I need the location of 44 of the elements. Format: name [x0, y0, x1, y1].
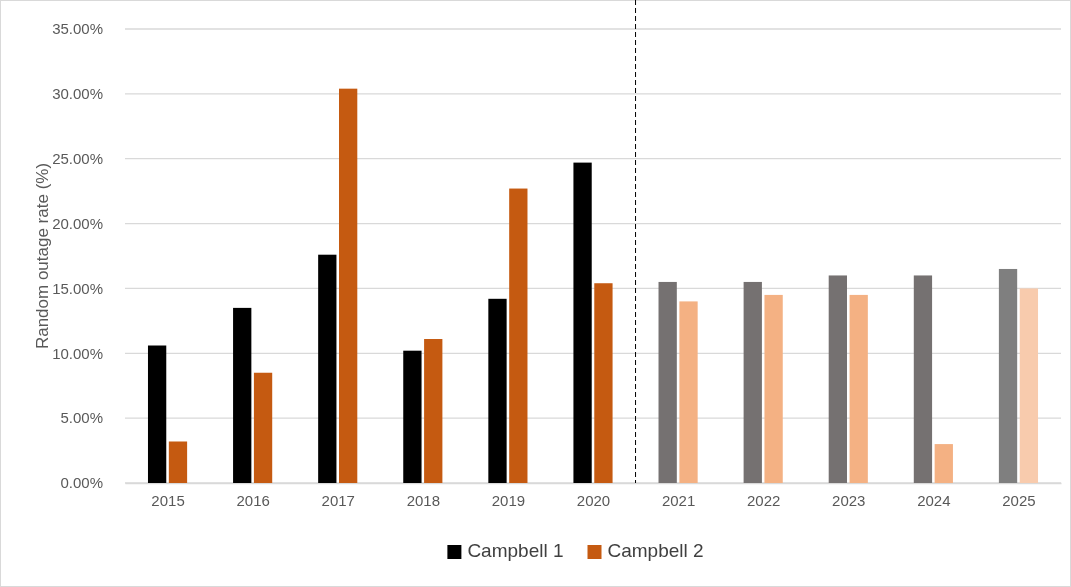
x-tick-label: 2021 [661, 491, 696, 509]
bar [488, 298, 507, 483]
bar [658, 281, 677, 483]
y-tick-label: 25.00% [52, 150, 103, 168]
bar [509, 188, 528, 483]
bar [913, 275, 933, 483]
x-tick-label: 2022 [746, 491, 781, 509]
x-tick-label: 2023 [832, 491, 866, 509]
bar [679, 301, 698, 483]
y-axis-title: Random outage rate (%) [33, 162, 52, 350]
x-tick-label: 2024 [917, 491, 951, 509]
bar [998, 268, 1018, 483]
y-tick-label: 15.00% [52, 279, 103, 297]
x-tick-label: 2018 [406, 491, 441, 509]
bar [318, 254, 337, 483]
y-tick-label: 5.00% [60, 409, 103, 427]
bar [934, 444, 953, 483]
x-tick-label: 2017 [321, 491, 355, 509]
bar [573, 162, 592, 483]
y-tick-label: 0.00% [60, 474, 103, 492]
x-tick-label: 2015 [151, 491, 185, 509]
bar [147, 345, 167, 483]
bar [764, 294, 783, 483]
bar [743, 281, 762, 483]
x-tick-label: 2025 [1002, 491, 1036, 509]
x-tick-label: 2016 [236, 491, 270, 509]
bar [168, 441, 188, 483]
bar [1019, 288, 1039, 483]
legend-label: Campbell 1 [467, 540, 564, 561]
bar [403, 350, 422, 483]
y-tick-label: 20.00% [52, 214, 103, 232]
bar [233, 307, 252, 483]
bar [253, 372, 273, 483]
x-tick-label: 2019 [491, 491, 526, 509]
legend-label: Campbell 2 [607, 540, 704, 561]
bar [828, 275, 847, 483]
y-tick-label: 30.00% [52, 85, 103, 103]
y-tick-label: 35.00% [52, 20, 103, 38]
y-tick-label: 10.00% [52, 344, 103, 362]
bar [339, 88, 358, 483]
bar [594, 283, 613, 483]
x-tick-label: 2020 [576, 491, 611, 509]
bar [849, 294, 868, 483]
bar [424, 339, 443, 483]
